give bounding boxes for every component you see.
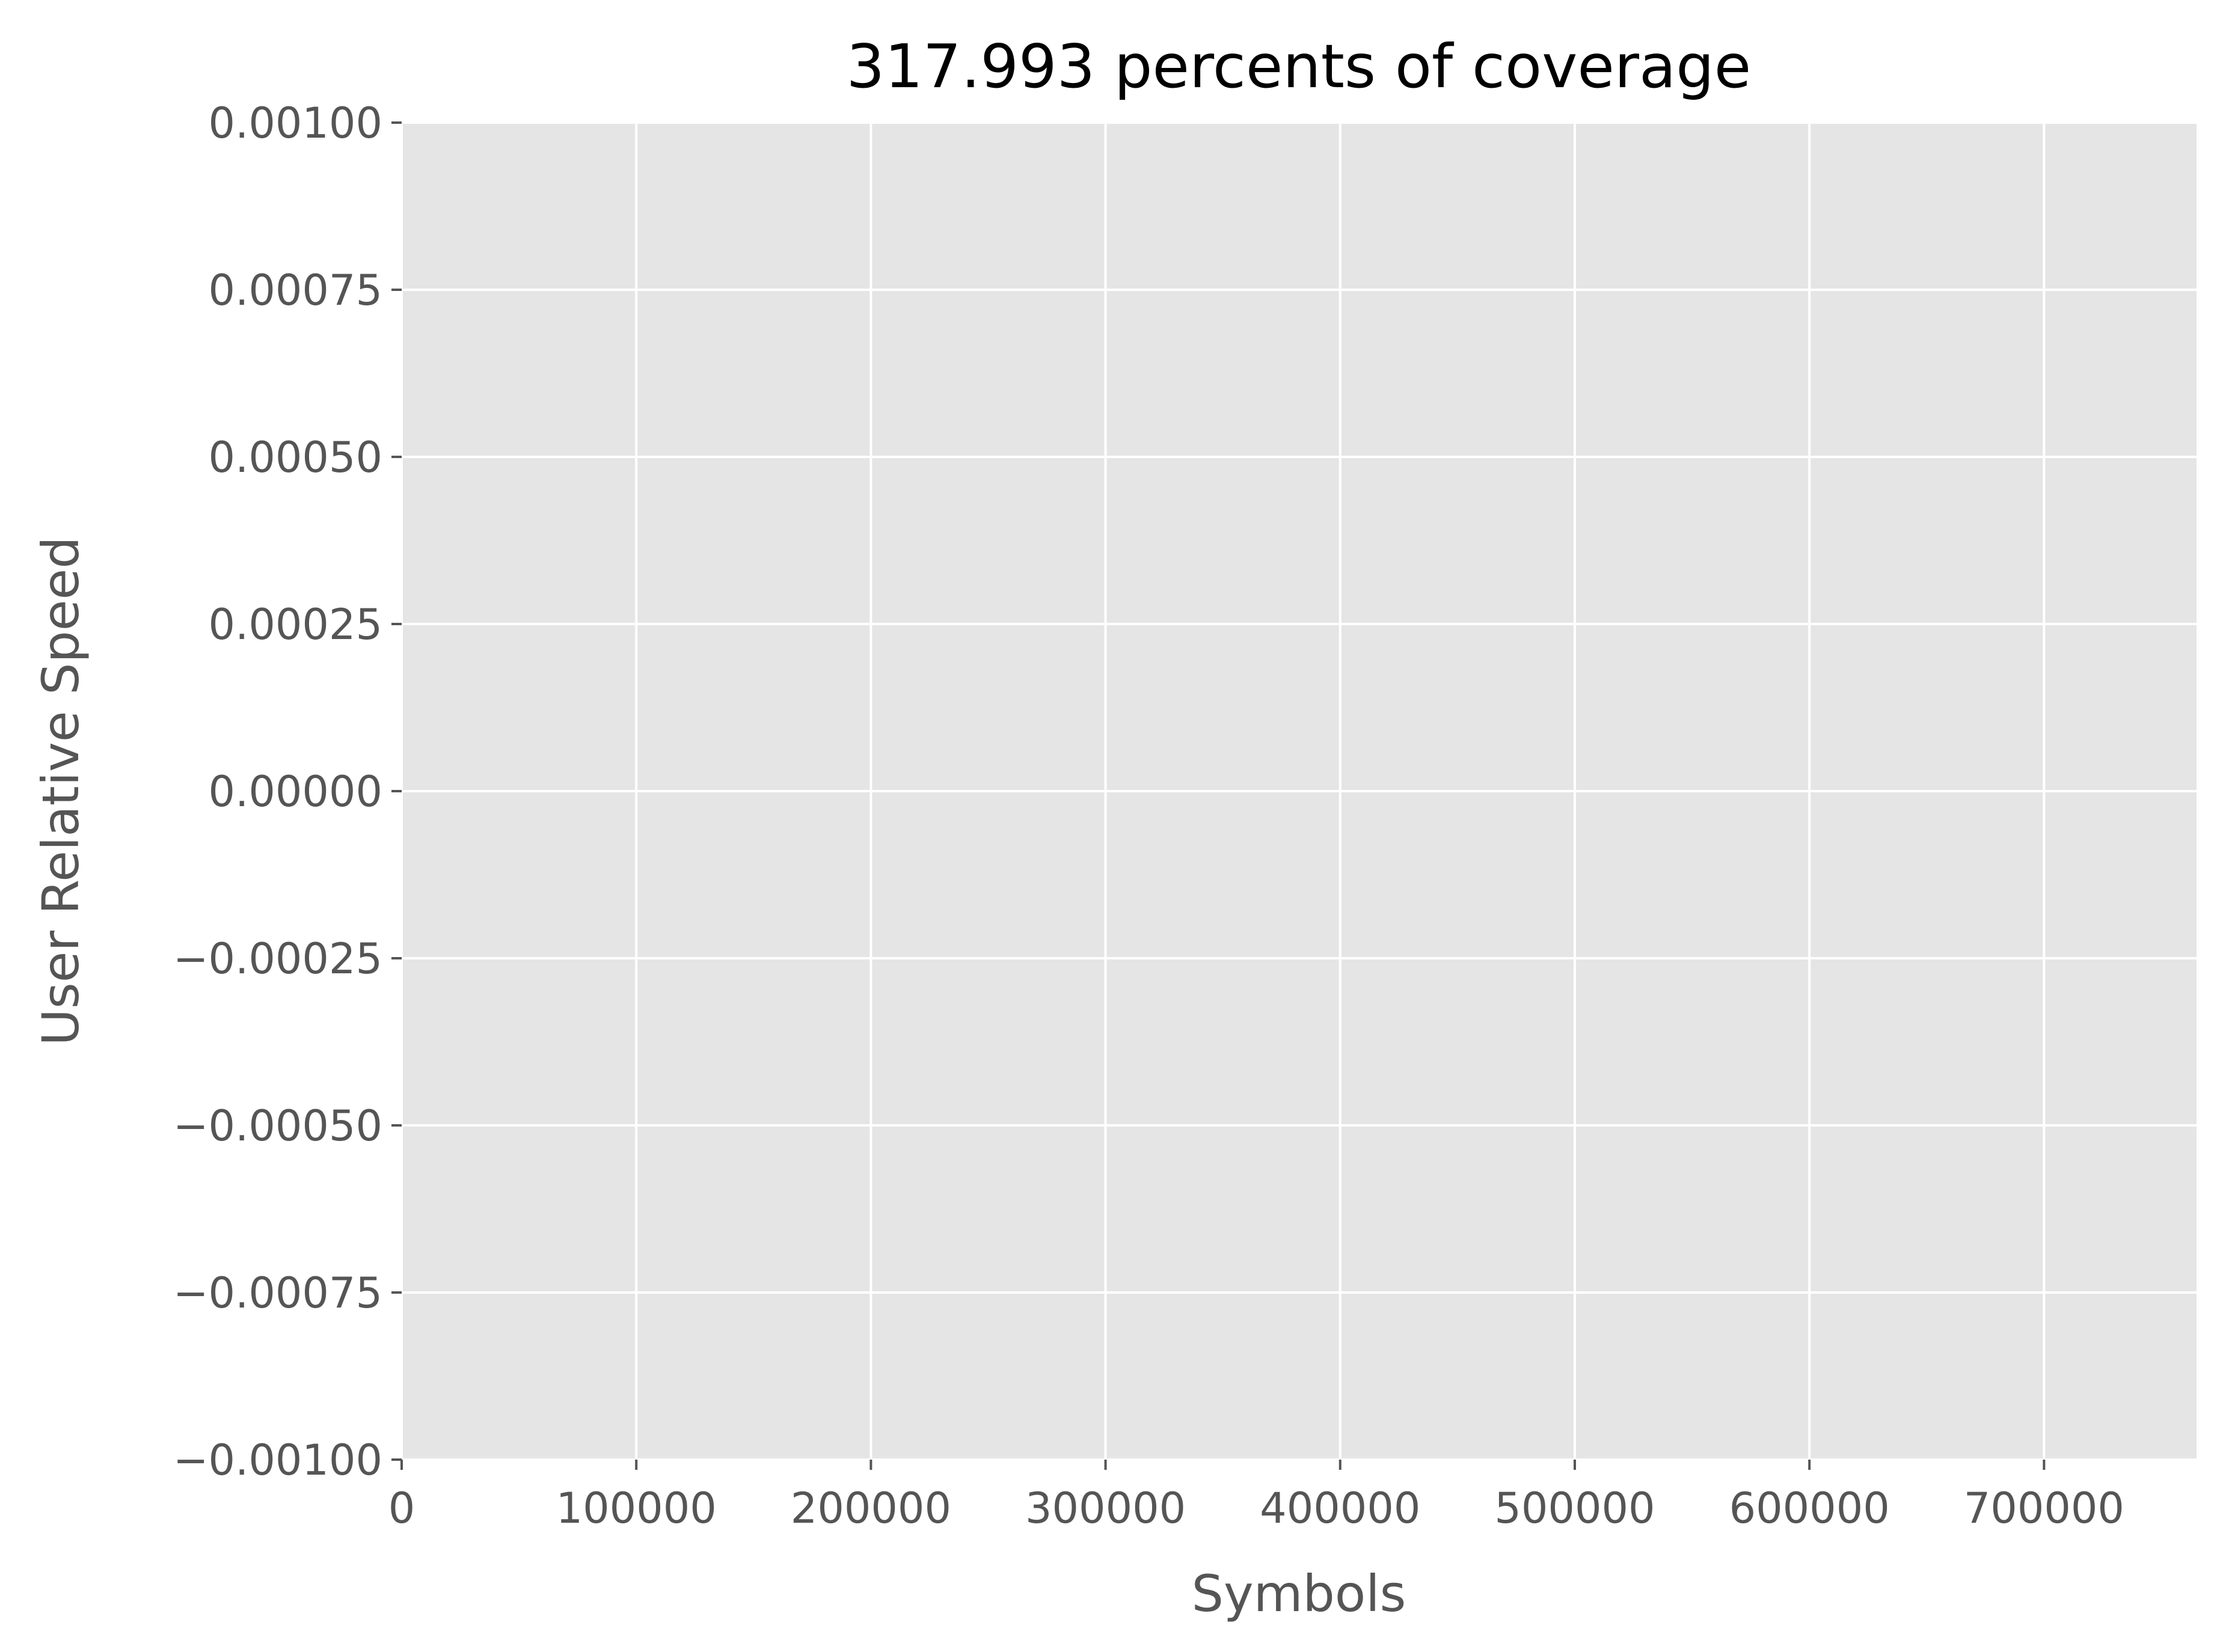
x-tick-label: 200000 [791, 1484, 951, 1533]
x-tick-label: 600000 [1729, 1484, 1890, 1533]
y-tick-label: 0.00050 [209, 433, 382, 482]
y-tick-label: 0.00025 [209, 600, 382, 649]
x-tick-label: 400000 [1260, 1484, 1420, 1533]
y-tick-label: −0.00075 [173, 1268, 382, 1318]
x-tick-label: 100000 [556, 1484, 717, 1533]
x-tick-label: 500000 [1494, 1484, 1655, 1533]
y-tick-label: −0.00025 [173, 934, 382, 984]
x-axis-label: Symbols [1192, 1564, 1406, 1623]
y-tick-label: 0.00100 [209, 99, 382, 148]
y-tick-label: −0.00050 [173, 1101, 382, 1151]
y-tick-label: −0.00100 [173, 1436, 382, 1485]
x-tick-label: 300000 [1025, 1484, 1186, 1533]
y-tick-label: 0.00075 [209, 266, 382, 315]
y-axis-ticks: 0.00100 0.00075 0.00050 0.00025 0.00000 −0.00… [173, 99, 402, 1485]
y-tick-label: 0.00000 [209, 767, 382, 816]
x-tick-label: 0 [388, 1484, 415, 1533]
x-axis-ticks: 0 100000 200000 300000 400000 500000 600000 700… [388, 1460, 2124, 1533]
chart-title: 317.993 percents of coverage [847, 31, 1752, 102]
x-tick-label: 700000 [1964, 1484, 2124, 1533]
y-axis-label: User Relative Speed [31, 537, 90, 1046]
